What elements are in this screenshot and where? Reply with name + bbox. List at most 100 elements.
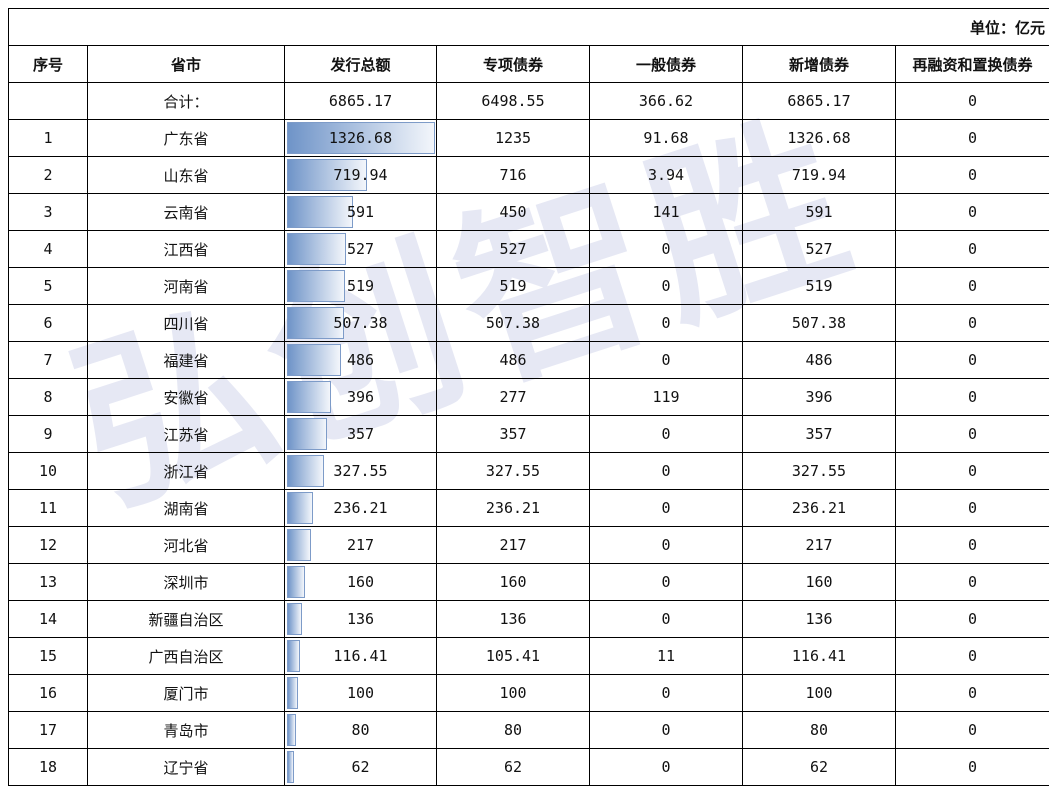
header-refi: 再融资和置换债券 [896,46,1049,83]
row-new: 62 [743,749,896,786]
row-refi: 0 [896,675,1049,712]
row-new: 527 [743,231,896,268]
data-bar [287,714,296,746]
row-total: 527 [285,231,437,268]
row-refi: 0 [896,601,1049,638]
data-bar [287,233,346,265]
row-special: 716 [437,157,590,194]
row-total: 591 [285,194,437,231]
total-value: 327.55 [333,462,387,480]
row-no: 1 [9,120,88,157]
row-total: 236.21 [285,490,437,527]
row-no: 15 [9,638,88,675]
row-refi: 0 [896,527,1049,564]
row-no: 10 [9,453,88,490]
row-total: 136 [285,601,437,638]
total-value: 1326.68 [329,129,392,147]
row-general: 0 [590,268,743,305]
total-total: 6865.17 [285,83,437,120]
header-special: 专项债券 [437,46,590,83]
row-refi: 0 [896,194,1049,231]
data-bar [287,270,345,302]
data-bar [287,455,324,487]
row-refi: 0 [896,749,1049,786]
total-value: 719.94 [333,166,387,184]
row-refi: 0 [896,379,1049,416]
row-special: 160 [437,564,590,601]
total-value: 396 [347,388,374,406]
row-general: 119 [590,379,743,416]
header-row: 序号 省市 发行总额 专项债券 一般债券 新增债券 再融资和置换债券 [9,46,1049,83]
row-total: 217 [285,527,437,564]
row-general: 3.94 [590,157,743,194]
row-new: 217 [743,527,896,564]
row-new: 519 [743,268,896,305]
data-bar [287,418,327,450]
header-new: 新增债券 [743,46,896,83]
row-general: 11 [590,638,743,675]
row-general: 0 [590,453,743,490]
row-no: 5 [9,268,88,305]
row-region: 湖南省 [88,490,285,527]
row-general: 0 [590,564,743,601]
total-value: 527 [347,240,374,258]
row-region: 广东省 [88,120,285,157]
total-value: 486 [347,351,374,369]
row-refi: 0 [896,120,1049,157]
total-value: 100 [347,684,374,702]
row-special: 80 [437,712,590,749]
row-no: 17 [9,712,88,749]
row-new: 396 [743,379,896,416]
row-no: 12 [9,527,88,564]
row-special: 1235 [437,120,590,157]
row-no: 16 [9,675,88,712]
row-total: 507.38 [285,305,437,342]
row-refi: 0 [896,268,1049,305]
row-refi: 0 [896,342,1049,379]
total-value: 591 [347,203,374,221]
row-special: 277 [437,379,590,416]
row-refi: 0 [896,564,1049,601]
row-total: 116.41 [285,638,437,675]
row-special: 217 [437,527,590,564]
row-no: 14 [9,601,88,638]
row-total: 357 [285,416,437,453]
row-region: 厦门市 [88,675,285,712]
data-bar [287,492,313,524]
row-new: 327.55 [743,453,896,490]
row-region: 山东省 [88,157,285,194]
total-special: 6498.55 [437,83,590,120]
row-special: 100 [437,675,590,712]
row-no: 8 [9,379,88,416]
total-value: 80 [351,721,369,739]
row-new: 507.38 [743,305,896,342]
row-new: 1326.68 [743,120,896,157]
row-special: 507.38 [437,305,590,342]
row-special: 327.55 [437,453,590,490]
total-label: 合计： [88,83,285,120]
row-no: 18 [9,749,88,786]
row-special: 62 [437,749,590,786]
row-special: 357 [437,416,590,453]
row-region: 辽宁省 [88,749,285,786]
row-region: 浙江省 [88,453,285,490]
row-region: 福建省 [88,342,285,379]
row-new: 116.41 [743,638,896,675]
total-value: 160 [347,573,374,591]
total-value: 62 [351,758,369,776]
data-bar [287,640,300,672]
total-row: 合计： 6865.17 6498.55 366.62 6865.17 0 [9,83,1049,120]
row-new: 719.94 [743,157,896,194]
data-bar [287,529,311,561]
